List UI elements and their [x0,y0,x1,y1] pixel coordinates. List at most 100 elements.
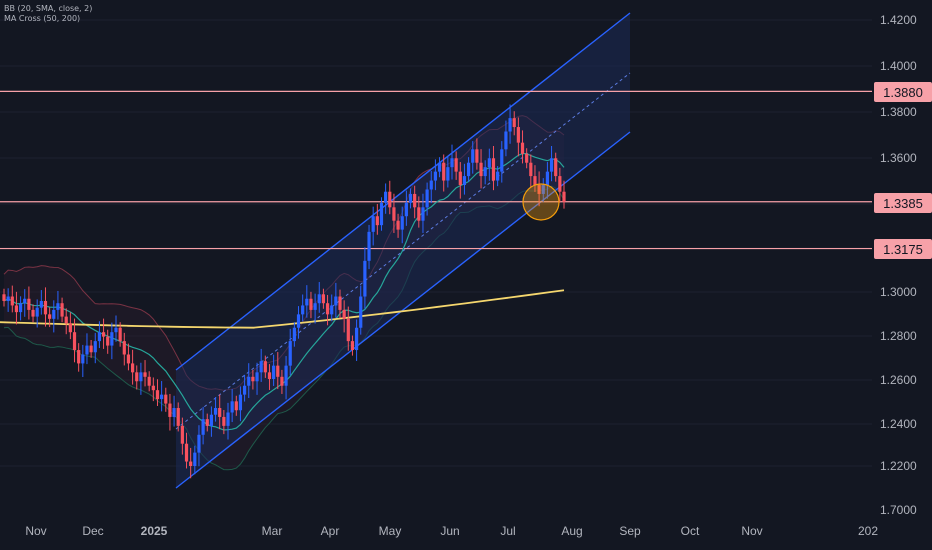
candle-body [442,162,446,181]
candle-body [143,372,147,377]
candle-body [433,171,438,181]
candle-body [313,303,317,310]
candle-body [367,231,371,261]
candles [2,104,566,479]
candle-body [305,298,309,306]
candle-body [359,296,363,328]
channel-lower-line [175,131,631,489]
candle-body [238,394,243,411]
candle-body [288,341,292,366]
candle-body [164,394,168,404]
candle-body [338,296,342,310]
candle-body [363,260,367,297]
candle-body [31,309,35,317]
time-tick-label: May [379,524,402,538]
candle-body [106,336,110,346]
candle-body [147,376,151,386]
candle-body [462,176,467,186]
candle-body [525,153,529,163]
candle-body [18,303,23,313]
level-badge[interactable] [874,82,932,102]
time-tick-label: Mar [262,524,283,538]
candle-body [487,158,491,168]
candle-body [284,365,288,386]
candle-body [537,185,541,194]
candle-body [151,385,155,391]
candle-body [251,376,255,382]
level-badge-label: 1.3385 [883,196,923,211]
candle-body [180,425,184,444]
candle-body [317,294,321,304]
candle-body [68,323,72,333]
candle-body [267,372,272,380]
candle-body [242,385,247,395]
candle-body [48,314,52,319]
price-tick-label: 1.3600 [880,151,917,165]
candle-body [218,408,222,417]
candle-body [334,296,338,306]
candle-body [193,452,197,466]
candle-body [172,408,176,417]
candle-body [89,345,93,353]
candle-body [325,303,330,315]
candle-body [72,332,77,351]
level-badge[interactable] [874,193,932,213]
candle-body [168,403,172,417]
candle-body [446,167,450,181]
level-badge[interactable] [874,239,932,259]
candle-body [375,216,379,226]
bb-legend-label[interactable]: BB (20, SMA, close, 2) [4,4,93,13]
time-tick-label: 2025 [141,524,168,538]
candle-body [421,207,425,221]
candle-body [64,316,68,324]
candle-body [39,300,43,308]
time-tick-label: Nov [25,524,46,538]
candle-body [2,294,6,301]
candle-body [110,332,114,346]
time-axis[interactable]: Nov Dec 2025 Mar Apr May Jun Jul Aug Sep Oct Nov 202 [25,524,878,538]
candle-body [276,365,280,377]
candle-body [321,294,326,304]
candle-body [176,408,180,426]
price-axis[interactable]: 1.4200 1.4000 1.3880 1.3800 1.3600 1.3385 1.31… [872,0,932,550]
candle-body [392,207,396,221]
candle-body [97,332,102,342]
time-tick-label: 202 [858,524,878,538]
candle-body [234,401,238,411]
candle-body [330,305,334,315]
candle-body [396,220,400,230]
horizontal-levels[interactable] [0,90,872,250]
candle-body [554,158,558,177]
candle-body [479,162,483,177]
ma-fast-line [3,153,565,431]
time-tick-label: Jul [500,524,515,538]
candle-body [222,416,226,426]
candle-body [226,412,230,426]
candle-body [529,162,533,177]
candle-body [516,127,520,143]
candle-body [471,149,475,163]
candle-body [450,158,454,168]
candle-body [126,354,131,364]
candle-body [342,309,346,319]
candle-body [130,363,135,373]
candle-body [247,376,251,386]
candle-body [429,180,433,190]
candle-body [400,216,404,230]
highlight-circle [522,183,560,221]
ma-legend-label[interactable]: MA Cross (50, 200) [4,14,81,23]
indicator-legend: BB (20, SMA, close, 2) MA Cross (50, 200… [4,4,92,24]
candle-body [350,341,355,351]
candle-body [491,158,496,181]
candle-body [562,191,566,202]
candle-body [230,401,234,413]
moving-averages [0,153,565,431]
candle-body [483,167,487,177]
candle-body [114,327,118,333]
candle-body [122,341,126,355]
candle-body [508,118,512,132]
time-tick-label: Oct [681,524,700,538]
candle-body [213,408,218,415]
candle-body [56,303,60,310]
